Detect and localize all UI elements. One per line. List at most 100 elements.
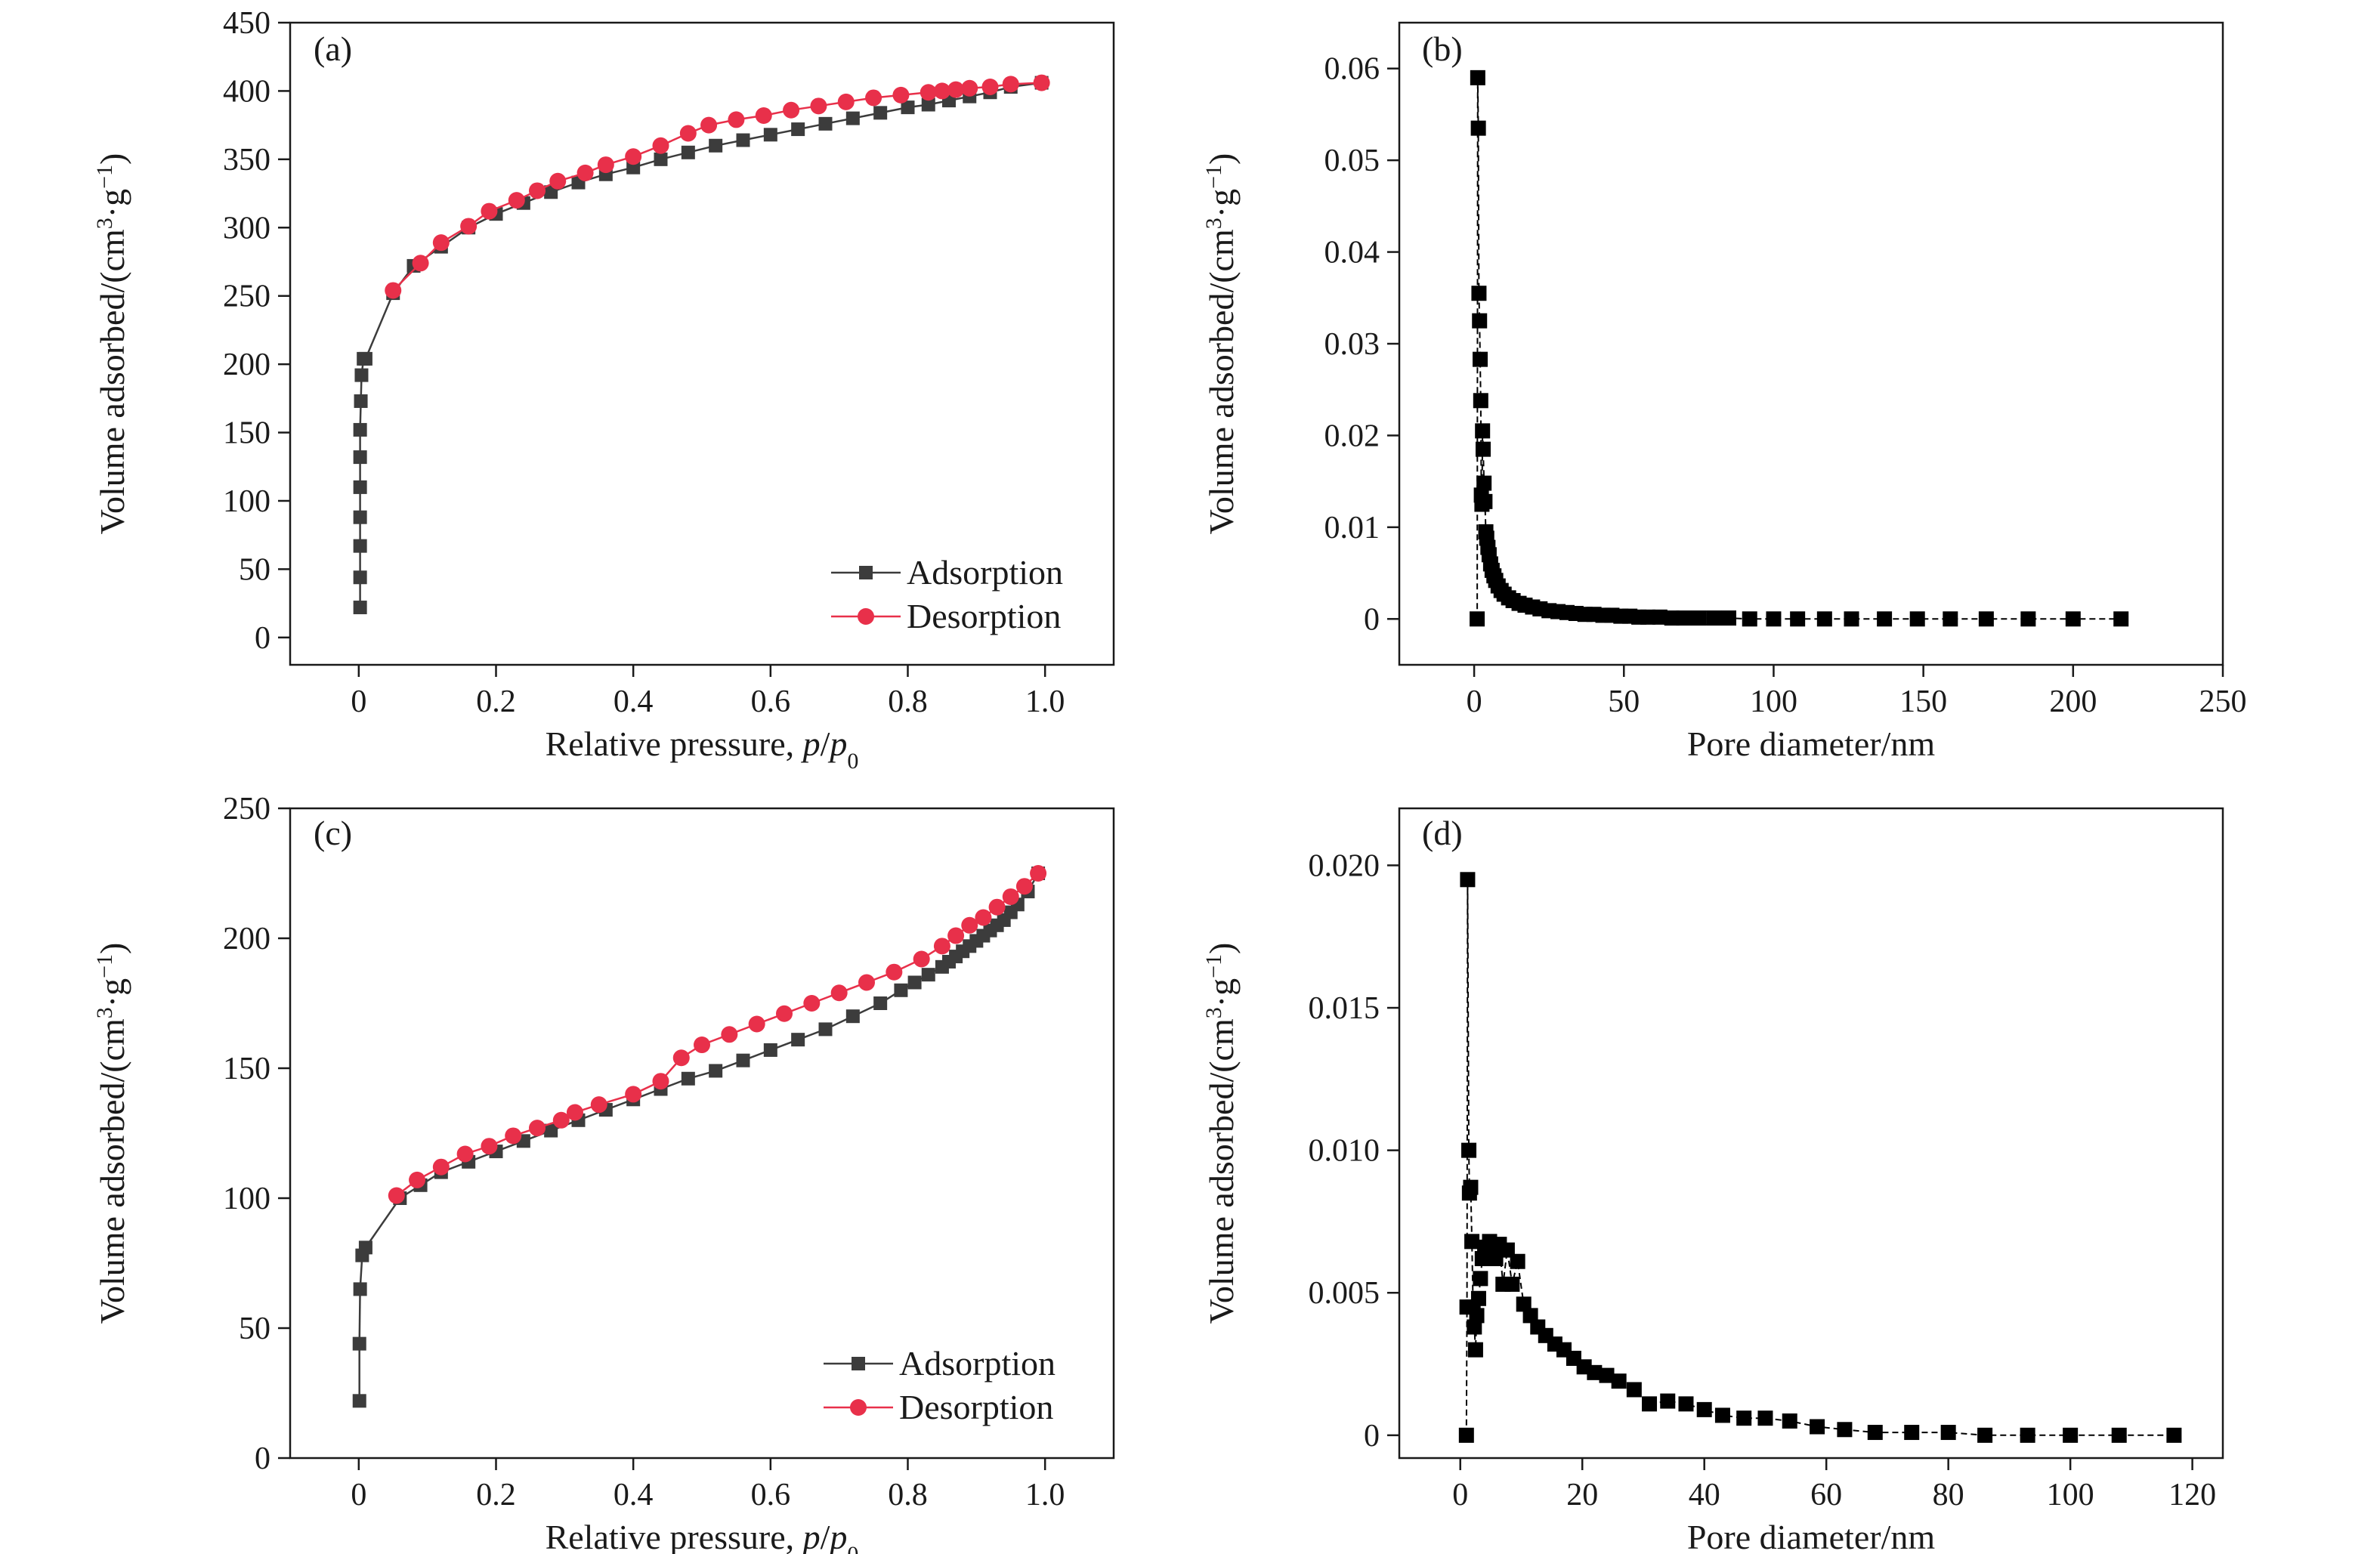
data-point [409,1171,426,1188]
data-point [566,1104,583,1121]
data-point [1816,611,1832,627]
panel-label-a: (a) [314,29,352,68]
x-tick-label: 100 [2047,1478,2094,1512]
data-point [544,1123,558,1138]
data-point [358,1240,372,1255]
data-point [736,1053,750,1067]
data-point [1721,610,1736,626]
data-point [894,983,908,997]
data-point [1691,610,1707,626]
x-tick-label: 0.8 [888,1478,928,1512]
legend-label: Adsorption [899,1344,1056,1383]
data-point [865,89,882,107]
legend-marker-circle [858,608,874,625]
x-tick-label: 0.6 [751,684,791,719]
x-tick-label: 0.8 [888,684,928,719]
legend-entry-desorption-a: Desorption [831,597,1061,635]
data-point [1642,1396,1658,1412]
data-point [1015,878,1033,895]
legend-entry-desorption-c: Desorption [824,1388,1053,1426]
data-point [652,137,669,154]
data-point [353,1282,367,1296]
y-tick-label: 0.04 [1324,236,1380,270]
x-axis-title-c: Relative pressure, p/p0 [546,1518,859,1554]
data-point [1742,611,1757,627]
data-point [1626,1382,1642,1398]
series-line-desorption [392,82,1042,292]
x-tick-label: 0.4 [614,1478,654,1512]
data-point [353,570,367,585]
data-point [1470,1290,1486,1306]
data-point [763,1043,777,1057]
y-tick-label: 0.06 [1324,52,1380,87]
data-point [353,539,367,553]
data-point [886,963,903,981]
data-point [681,1071,695,1086]
x-tick-label: 0.2 [476,1478,516,1512]
panel-label-d: (d) [1422,814,1463,852]
data-point [1522,1308,1538,1324]
plot-frame-c [289,807,1115,1460]
data-point [1909,611,1925,627]
y-tick-label: 0.01 [1324,511,1380,545]
data-point [694,1037,710,1054]
data-point [1587,1364,1603,1380]
data-point [933,82,950,100]
y-tick-label: 0.015 [1309,991,1380,1026]
y-tick-label: 200 [223,922,270,956]
data-point [432,234,450,252]
data-point [1678,1396,1694,1412]
data-point [456,1145,474,1163]
data-point [552,1111,570,1129]
x-axis-title-b: Pore diameter/nm [1687,724,1936,763]
x-axis-title-d: Pore diameter/nm [1687,1518,1936,1554]
data-point [709,1064,723,1078]
data-point [837,93,855,110]
data-point [1790,611,1806,627]
data-point [681,145,695,159]
data-point [1940,1425,1956,1441]
data-point [1714,1407,1730,1423]
y-tick-label: 450 [223,6,270,41]
data-point [481,202,498,220]
data-point [388,1187,405,1204]
x-axis-d: 0 20 40 60 80 100 120 [1452,1458,2216,1512]
data-point [748,1015,765,1033]
data-point [981,79,999,95]
data-point [590,1096,607,1114]
data-point [921,97,935,112]
y-tick-label: 0.010 [1309,1134,1380,1169]
data-point [763,128,777,142]
data-point [1652,609,1668,625]
data-point [858,974,875,991]
data-point [1464,1234,1480,1250]
data-point [700,116,718,134]
data-point [529,182,546,199]
x-axis-c: 0 0.2 0.4 0.6 0.8 1.0 [351,1458,1065,1512]
data-point [1463,1179,1479,1195]
legend-entry-adsorption-c: Adsorption [824,1344,1056,1383]
data-point [1473,351,1488,367]
data-point [2166,1427,2182,1443]
y-axis-d: 0 0.005 0.010 0.015 0.020 [1309,848,1399,1454]
data-point [2113,611,2129,627]
data-point [920,84,937,101]
data-point [1471,286,1487,301]
data-point [481,1138,498,1155]
x-tick-label: 1.0 [1025,684,1065,719]
x-tick-label: 250 [2199,684,2247,719]
x-tick-label: 0 [351,1478,366,1512]
data-point [1599,1367,1615,1383]
plot-frame-d [1398,807,2224,1460]
data-point [353,510,367,524]
y-tick-label: 0.020 [1309,848,1380,883]
data-point [947,927,965,944]
x-tick-label: 60 [1810,1478,1842,1512]
x-axis-a: 0 0.2 0.4 0.6 0.8 1.0 [351,665,1065,719]
data-point [1877,611,1893,627]
data-point [873,106,888,120]
data-point [1516,1296,1532,1312]
data-point [1782,1413,1797,1429]
data-point [1660,1393,1676,1409]
data-point [873,996,888,1010]
